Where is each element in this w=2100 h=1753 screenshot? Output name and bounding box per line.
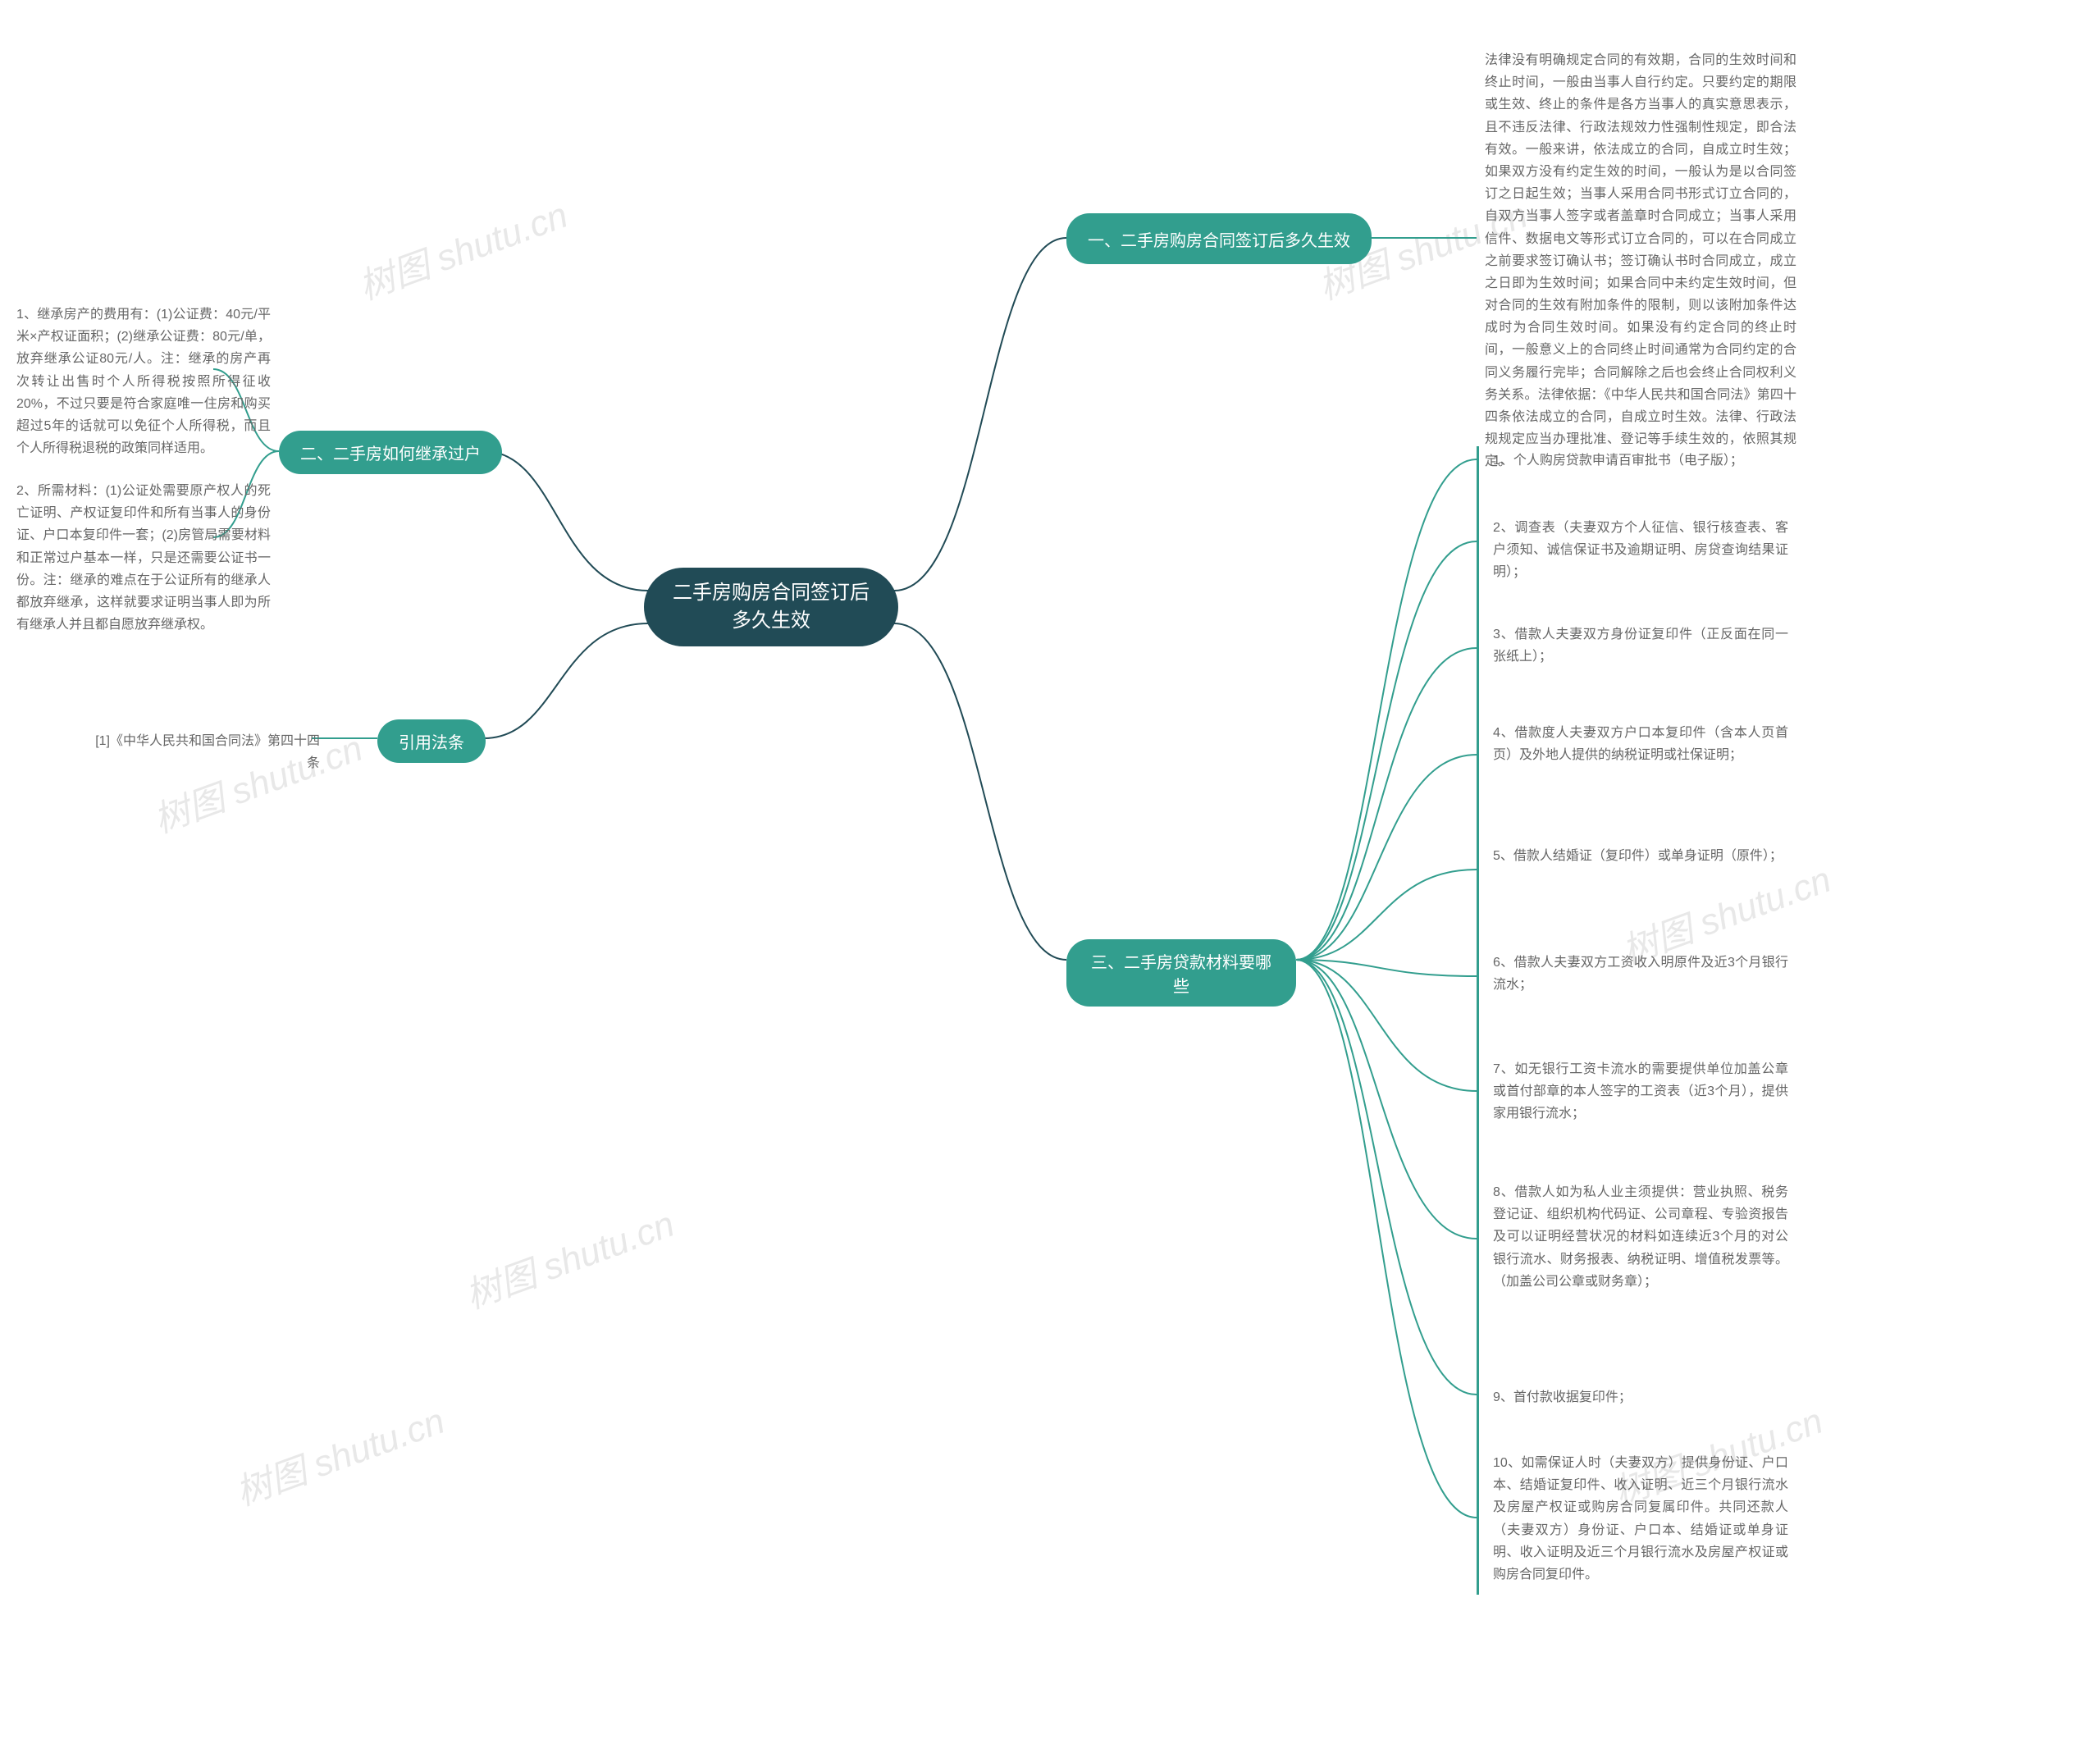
branch-node-2: 二、二手房如何继承过户 <box>279 431 502 474</box>
leaf-b3-2: 3、借款人夫妻双方身份证复印件（正反面在同一张纸上）； <box>1493 623 1788 668</box>
branch-node-1: 一、二手房购房合同签订后多久生效 <box>1066 213 1372 264</box>
leaf-b3-5: 6、借款人夫妻双方工资收入明原件及近3个月银行流水； <box>1493 952 1788 996</box>
leaf-b2-1: 2、所需材料：(1)公证处需要原产权人的死亡证明、产权证复印件和所有当事人的身份… <box>16 480 271 636</box>
leaf-b2-0: 1、继承房产的费用有：(1)公证费：40元/平米×产权证面积；(2)继承公证费：… <box>16 304 271 459</box>
branch-node-4: 引用法条 <box>377 719 486 763</box>
leaf-b3-0: 1、个人购房贷款申请百审批书（电子版）； <box>1493 450 1743 472</box>
leaf-b1-0: 法律没有明确规定合同的有效期，合同的生效时间和终止时间，一般由当事人自行约定。只… <box>1485 49 1796 473</box>
leaf-b3-6: 7、如无银行工资卡流水的需要提供单位加盖公章或首付部章的本人签字的工资表（近3个… <box>1493 1058 1788 1125</box>
leaf-b3-8: 9、首付款收据复印件； <box>1493 1386 1632 1408</box>
leaf-b4-0: [1]《中华人民共和国合同法》第四十四条 <box>90 730 320 774</box>
watermark: 树图 shutu.cn <box>457 1194 680 1318</box>
branch-4-label: 引用法条 <box>399 729 464 753</box>
leaf-b3-3: 4、借款度人夫妻双方户口本复印件（含本人页首页）及外地人提供的纳税证明或社保证明… <box>1493 722 1788 766</box>
watermark: 树图 shutu.cn <box>350 185 573 309</box>
leaf-b3-9: 10、如需保证人时（夫妻双方）提供身份证、户口本、结婚证复印件、收入证明、近三个… <box>1493 1452 1788 1586</box>
branch3-bar <box>1477 446 1479 1595</box>
branch-2-label: 二、二手房如何继承过户 <box>300 441 481 464</box>
branch-3-label: 三、二手房贷款材料要哪些 <box>1088 949 1275 997</box>
root-node: 二手房购房合同签订后多久生效 <box>644 568 898 646</box>
root-label: 二手房购房合同签订后多久生效 <box>667 579 875 634</box>
watermark: 树图 shutu.cn <box>227 1391 450 1515</box>
branch-node-3: 三、二手房贷款材料要哪些 <box>1066 939 1296 1007</box>
branch-1-label: 一、二手房购房合同签订后多久生效 <box>1088 227 1350 251</box>
leaf-b3-7: 8、借款人如为私人业主须提供：营业执照、税务登记证、组织机构代码证、公司章程、专… <box>1493 1181 1788 1293</box>
leaf-b3-1: 2、调查表（夫妻双方个人征信、银行核查表、客户须知、诚信保证书及逾期证明、房贷查… <box>1493 517 1788 584</box>
leaf-b3-4: 5、借款人结婚证（复印件）或单身证明（原件）； <box>1493 845 1783 867</box>
